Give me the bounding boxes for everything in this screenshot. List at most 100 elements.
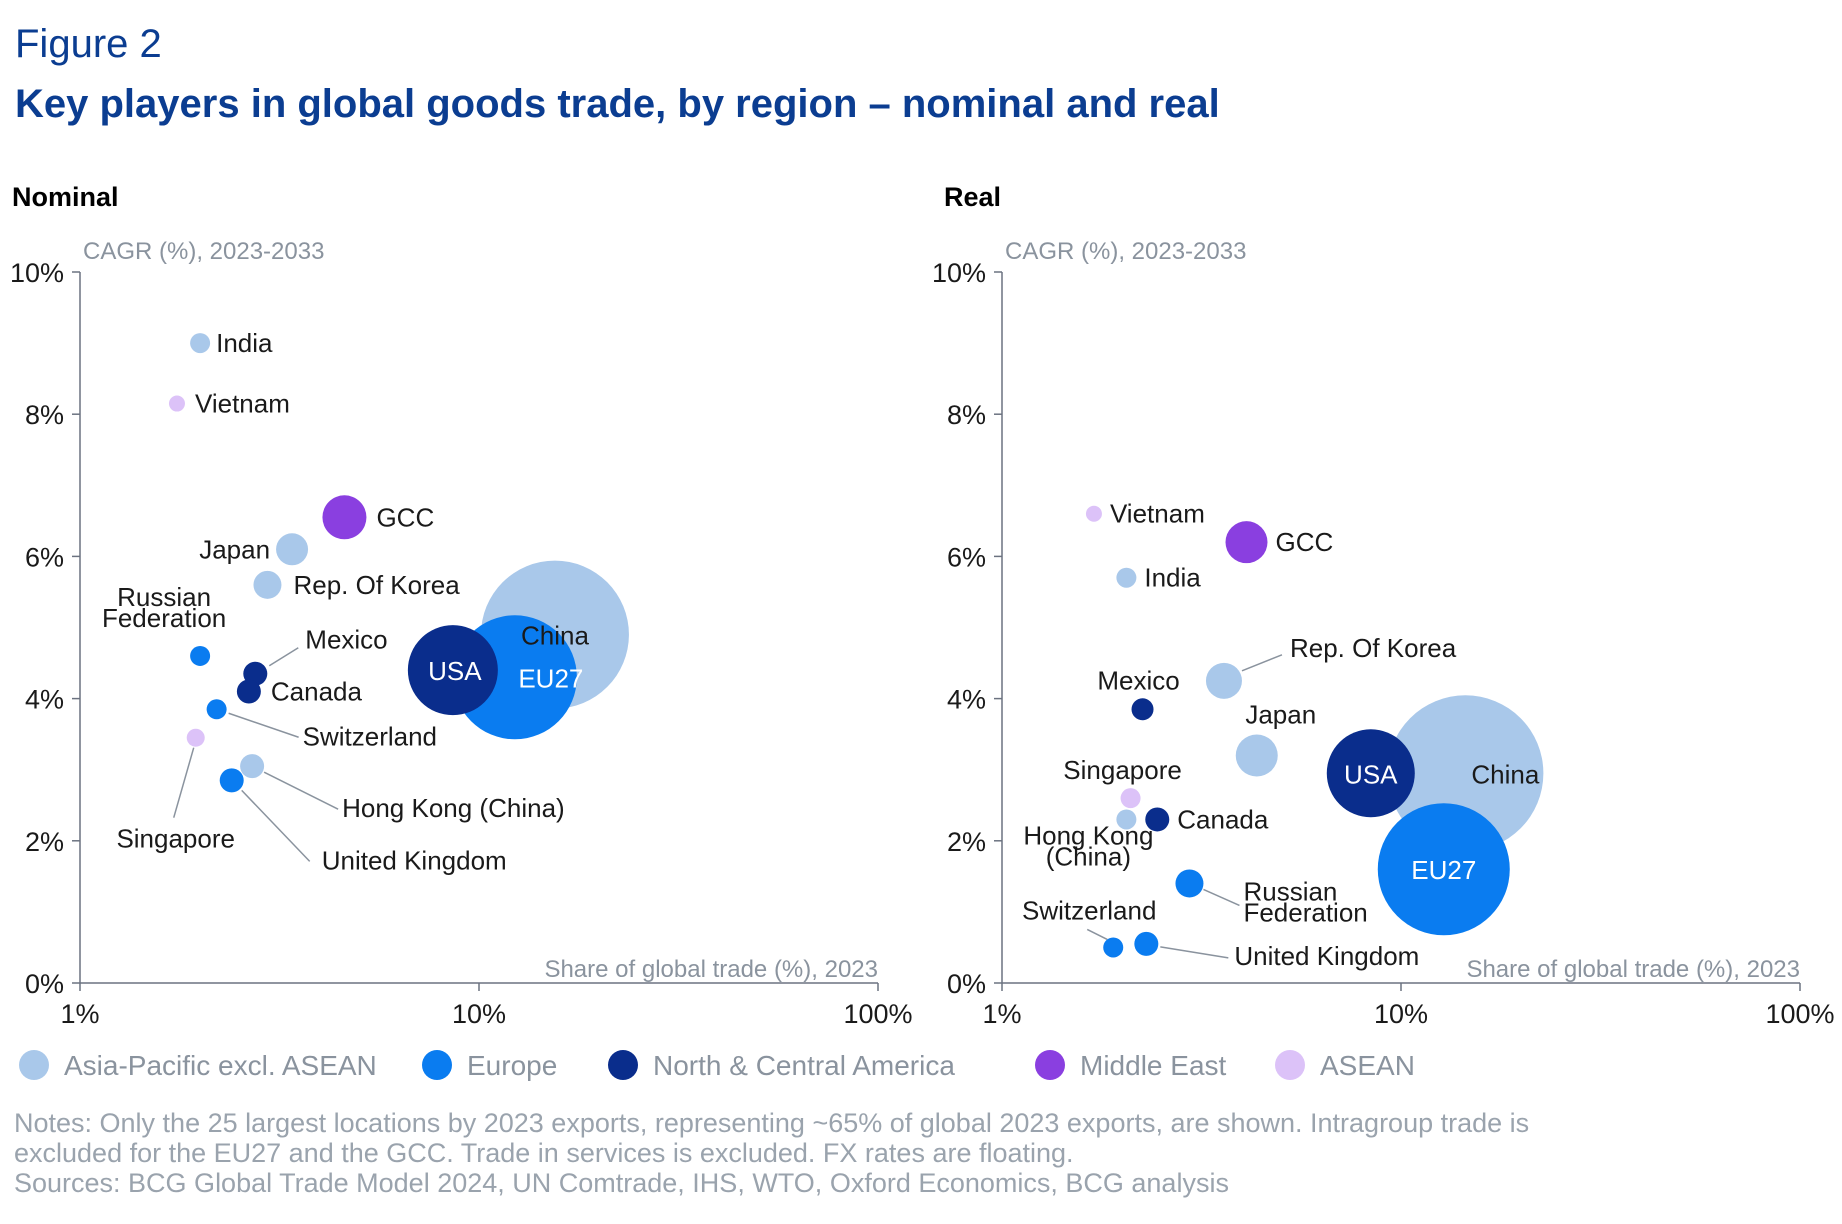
y-tick-label: 4%: [25, 685, 64, 715]
legend-label-north-central-america: North & Central America: [653, 1050, 955, 1081]
leader-russian-federation: [1203, 888, 1240, 907]
panel-title: Real: [944, 182, 1001, 212]
label-singapore: Singapore: [1063, 755, 1182, 785]
panel-title: Nominal: [12, 182, 119, 212]
bubble-gcc: [322, 495, 367, 540]
x-tick-label: 10%: [452, 999, 506, 1029]
bubble-rep-of-korea: [253, 570, 282, 599]
bubble-hong-kong-china: [240, 754, 265, 779]
bubble-united-kingdom: [219, 768, 244, 793]
leader-rep-of-korea: [1241, 654, 1283, 672]
label-rep-of-korea: Rep. Of Korea: [293, 570, 460, 600]
y-tick-label: 10%: [10, 258, 64, 288]
leader-switzerland: [1086, 928, 1108, 941]
bubble-india: [190, 333, 211, 354]
label-gcc: GCC: [376, 502, 434, 532]
x-tick-label: 100%: [843, 999, 912, 1029]
label-canada: Canada: [1177, 804, 1269, 834]
y-tick-label: 4%: [947, 685, 986, 715]
bubble-switzerland: [206, 699, 227, 720]
bubble-switzerland: [1103, 937, 1124, 958]
legend-swatch-europe: [422, 1050, 452, 1080]
bubble-hong-kong-china: [1116, 809, 1137, 830]
label-usa: USA: [1344, 759, 1398, 789]
bubble-mexico: [1131, 698, 1154, 721]
bubble-russian-federation: [1175, 869, 1204, 898]
label-eu27: EU27: [518, 663, 583, 693]
x-axis-title: Share of global trade (%), 2023: [1466, 956, 1800, 983]
bubble-singapore: [186, 728, 205, 747]
notes-line-2: excluded for the EU27 and the GCC. Trade…: [14, 1138, 1074, 1168]
bubble-gcc: [1225, 521, 1268, 564]
y-tick-label: 2%: [947, 827, 986, 857]
bubble-japan: [276, 533, 309, 566]
label-japan: Japan: [199, 534, 270, 564]
legend: Asia-Pacific excl. ASEAN Europe North & Ce…: [19, 1050, 1415, 1081]
label-mexico: Mexico: [1097, 665, 1179, 695]
bubble-russian-federation: [190, 645, 211, 666]
real-panel: Real 0% 2% 4% 6% 8% 10% 1% 10% 100% CAGR (%), 2023…: [932, 182, 1835, 1029]
legend-label-middle-east: Middle East: [1080, 1050, 1227, 1081]
y-tick-label: 8%: [947, 400, 986, 430]
x-tick-label: 1%: [982, 999, 1021, 1029]
legend-swatch-north-central-america: [608, 1050, 638, 1080]
sources-line: Sources: BCG Global Trade Model 2024, UN…: [14, 1168, 1229, 1198]
y-tick-label: 2%: [25, 827, 64, 857]
label-china: China: [521, 621, 589, 651]
label-hong-kong-china: Hong Kong (China): [1023, 820, 1153, 871]
bubble-vietnam: [168, 395, 185, 412]
label-united-kingdom: United Kingdom: [322, 845, 507, 875]
label-vietnam: Vietnam: [195, 389, 290, 419]
y-tick-label: 0%: [947, 969, 986, 999]
label-vietnam: Vietnam: [1110, 499, 1205, 529]
leader-united-kingdom: [1160, 946, 1229, 959]
nominal-panel: Nominal 0% 2% 4% 6% 8% 10% 1% 10% 100% CAGR (%), 2…: [10, 182, 913, 1029]
bubble-usa: [1326, 729, 1415, 818]
notes-line-1: Notes: Only the 25 largest locations by …: [14, 1108, 1530, 1138]
leader-mexico: [268, 647, 299, 667]
x-axis-title: Share of global trade (%), 2023: [544, 956, 878, 983]
label-gcc: GCC: [1276, 527, 1334, 557]
label-united-kingdom: United Kingdom: [1234, 941, 1419, 971]
bubble-rep-of-korea: [1205, 662, 1242, 699]
leader-united-kingdom: [241, 789, 311, 862]
label-eu27: EU27: [1411, 855, 1476, 885]
label-japan: Japan: [1245, 699, 1316, 729]
label-switzerland: Switzerland: [303, 721, 437, 751]
bubble-vietnam: [1085, 505, 1102, 522]
bubble-united-kingdom: [1134, 931, 1159, 956]
y-tick-label: 0%: [25, 969, 64, 999]
figure-label: Figure 2: [15, 22, 162, 66]
bubble-canada: [1145, 807, 1170, 832]
legend-swatch-middle-east: [1035, 1050, 1065, 1080]
label-india: India: [1144, 563, 1201, 593]
y-axis-title: CAGR (%), 2023-2033: [1005, 238, 1246, 265]
label-india: India: [216, 328, 273, 358]
figure-title: Key players in global goods trade, by re…: [15, 82, 1220, 126]
label-hong-kong-china: Hong Kong (China): [342, 793, 565, 823]
label-mexico: Mexico: [305, 625, 387, 655]
label-rep-of-korea: Rep. Of Korea: [1290, 633, 1457, 663]
bubble-india: [1116, 567, 1137, 588]
bubble-japan: [1235, 734, 1278, 777]
y-axis-title: CAGR (%), 2023-2033: [83, 238, 324, 265]
x-tick-label: 1%: [60, 999, 99, 1029]
legend-label-asia-pacific-excl-asean: Asia-Pacific excl. ASEAN: [64, 1050, 377, 1081]
label-russian-federation: Russian Federation: [1243, 876, 1367, 927]
bubble-canada: [236, 679, 261, 704]
legend-swatch-asean: [1275, 1050, 1305, 1080]
legend-label-europe: Europe: [467, 1050, 557, 1081]
y-tick-label: 6%: [25, 542, 64, 572]
y-tick-label: 6%: [947, 542, 986, 572]
y-tick-label: 8%: [25, 400, 64, 430]
y-tick-label: 10%: [932, 258, 986, 288]
leader-switzerland: [228, 712, 299, 738]
bubble-singapore: [1120, 788, 1141, 809]
label-singapore: Singapore: [116, 824, 235, 854]
label-russian-federation: Russian Federation: [102, 582, 226, 633]
legend-label-asean: ASEAN: [1320, 1050, 1415, 1081]
x-tick-label: 100%: [1765, 999, 1834, 1029]
legend-swatch-asia-pacific-excl-asean: [19, 1050, 49, 1080]
label-china: China: [1471, 759, 1539, 789]
